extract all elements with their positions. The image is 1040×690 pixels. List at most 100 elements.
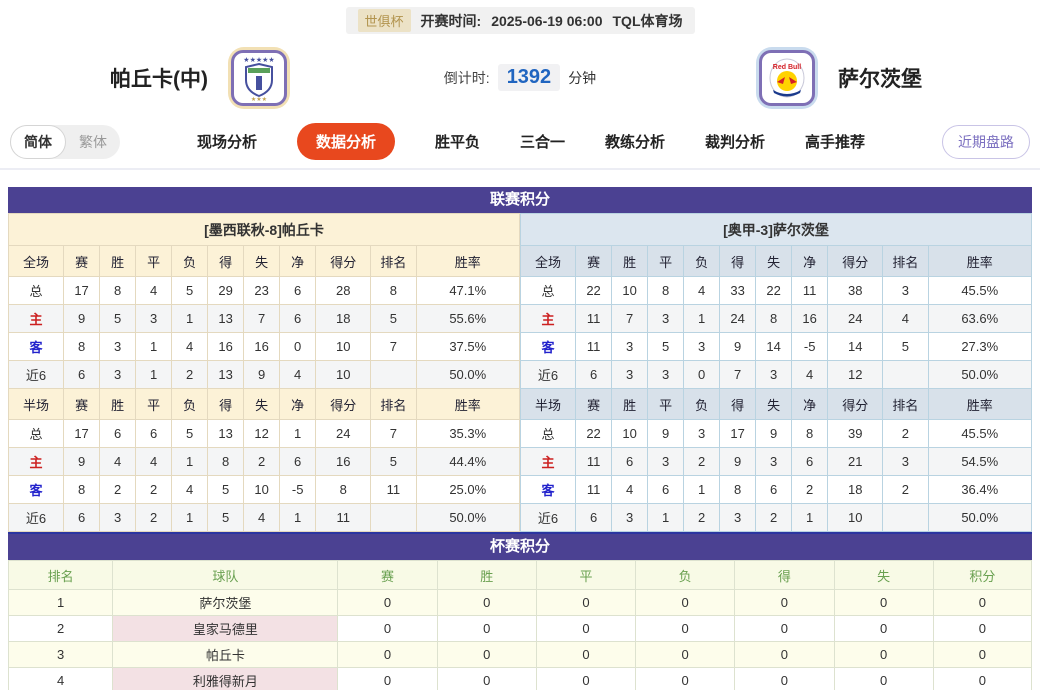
column-header: 负	[171, 388, 209, 420]
stat-cell: 6	[575, 360, 613, 389]
stat-cell: 10	[315, 332, 372, 361]
row-label: 主	[7, 447, 65, 476]
row-label: 近6	[7, 503, 65, 532]
stat-cell: 10	[827, 503, 884, 532]
stat-cell: 25.0%	[415, 475, 520, 504]
column-header: 平	[535, 560, 637, 590]
stat-cell: 4	[611, 475, 649, 504]
stat-cell	[370, 503, 417, 532]
lang-simplified[interactable]: 简体	[10, 124, 66, 159]
table-row: 主 11 6 3 2 9 3 6 21 3 54.5%	[519, 447, 1032, 476]
stat-cell: 10	[315, 360, 372, 389]
row-label: 近6	[519, 360, 577, 389]
tab-数据分析[interactable]: 数据分析	[296, 123, 395, 160]
column-header: 排名	[882, 245, 929, 277]
column-header: 失	[755, 245, 793, 277]
stat-cell: 3	[755, 447, 793, 476]
venue: TQL体育场	[612, 12, 683, 29]
stat-cell: 3	[882, 276, 929, 305]
stat-cell: 1	[279, 503, 317, 532]
column-header: 半场	[7, 388, 65, 420]
stat-cell: 2	[882, 419, 929, 448]
stat-cell: 0	[436, 589, 537, 616]
column-header: 平	[135, 245, 173, 277]
stat-cell: 2	[791, 475, 829, 504]
column-header: 负	[171, 245, 209, 277]
lang-traditional[interactable]: 繁体	[79, 133, 107, 150]
svg-text:Red Bull: Red Bull	[773, 64, 801, 71]
stat-cell: 4	[99, 447, 137, 476]
stat-cell: 0	[337, 641, 438, 668]
tab-三合一[interactable]: 三合一	[519, 134, 565, 151]
stat-cell: 1	[135, 332, 173, 361]
away-team-logo[interactable]: Red Bull	[756, 46, 818, 109]
column-header: 得	[207, 245, 245, 277]
stat-cell: 27.3%	[927, 332, 1032, 361]
table-row: 总 17 8 4 5 29 23 6 28 8 47.1%	[7, 276, 520, 305]
column-header: 胜	[611, 388, 649, 420]
table-row: 总 22 10 9 3 17 9 8 39 2 45.5%	[519, 419, 1032, 448]
column-header: 得	[734, 560, 835, 590]
stat-cell: 6	[647, 475, 685, 504]
stat-cell: 9	[647, 419, 685, 448]
recent-odds-button[interactable]: 近期盘路	[942, 124, 1030, 159]
tab-胜平负[interactable]: 胜平负	[434, 134, 480, 151]
column-header: 平	[135, 388, 173, 420]
table-row: 客 8 2 2 4 5 10 -5 8 11 25.0%	[7, 475, 520, 504]
tab-现场分析[interactable]: 现场分析	[196, 134, 257, 151]
stat-cell: 63.6%	[927, 304, 1032, 333]
stat-cell: 50.0%	[415, 360, 520, 389]
table-row: 主 9 5 3 1 13 7 6 18 5 55.6%	[7, 304, 520, 333]
column-header: 得分	[315, 388, 372, 420]
stat-cell: 4	[135, 276, 173, 305]
table-row: 总 22 10 8 4 33 22 11 38 3 45.5%	[519, 276, 1032, 305]
stat-cell: 0	[635, 615, 736, 642]
team-name-cell[interactable]: 利雅得新月	[112, 667, 339, 690]
stat-cell: 0	[734, 615, 835, 642]
tab-裁判分析[interactable]: 裁判分析	[705, 134, 766, 151]
stat-cell: 8	[755, 304, 793, 333]
stat-cell: 54.5%	[927, 447, 1032, 476]
countdown-unit: 分钟	[568, 69, 597, 86]
stat-cell: 4	[683, 276, 721, 305]
table-row: 客 11 3 5 3 9 14 -5 14 5 27.3%	[519, 332, 1032, 361]
stat-cell: 1	[647, 503, 685, 532]
column-header: 失	[833, 560, 934, 590]
stat-cell: 0	[932, 615, 1033, 642]
stat-cell: 0	[337, 667, 438, 690]
stat-cell: 0	[279, 332, 317, 361]
team-name-cell[interactable]: 萨尔茨堡	[112, 589, 339, 616]
league-badge[interactable]: 世俱杯	[357, 9, 411, 32]
column-header: 全场	[519, 245, 577, 277]
home-team-logo[interactable]: ★★★★★ ★★★	[228, 46, 290, 109]
stat-cell: 5	[647, 332, 685, 361]
tab-教练分析[interactable]: 教练分析	[605, 134, 666, 151]
stat-cell: 2	[135, 475, 173, 504]
stat-cell: 14	[827, 332, 884, 361]
stat-cell: 5	[171, 276, 209, 305]
stat-cell: 47.1%	[415, 276, 520, 305]
stat-cell: 24	[315, 419, 372, 448]
stat-cell: 0	[436, 641, 537, 668]
home-team-name: 帕丘卡(中)	[110, 67, 208, 91]
stat-cell: 5	[171, 419, 209, 448]
stat-cell: 2	[243, 447, 281, 476]
stat-cell: 5	[207, 503, 245, 532]
stat-cell: 6	[611, 447, 649, 476]
team-name-cell[interactable]: 帕丘卡	[112, 641, 339, 668]
stat-cell: 9	[755, 419, 793, 448]
kickoff-time: 2025-06-19 06:00	[491, 12, 603, 29]
stat-cell: 6	[99, 419, 137, 448]
stat-cell: 11	[315, 503, 372, 532]
match-info-bar: 世俱杯 开赛时间: 2025-06-19 06:00 TQL体育场	[0, 0, 1040, 40]
column-header: 得	[207, 388, 245, 420]
tab-高手推荐[interactable]: 高手推荐	[805, 134, 866, 151]
row-label: 总	[7, 276, 65, 305]
team-name-cell[interactable]: 皇家马德里	[112, 615, 339, 642]
stat-cell: 55.6%	[415, 304, 520, 333]
stat-cell: 3	[882, 447, 929, 476]
column-header: 排名	[7, 560, 114, 590]
league-subtitle-row: [墨西联秋-8]帕丘卡	[8, 213, 520, 246]
stat-cell: 0	[337, 589, 438, 616]
league-points-title: 联赛积分	[8, 187, 1032, 213]
